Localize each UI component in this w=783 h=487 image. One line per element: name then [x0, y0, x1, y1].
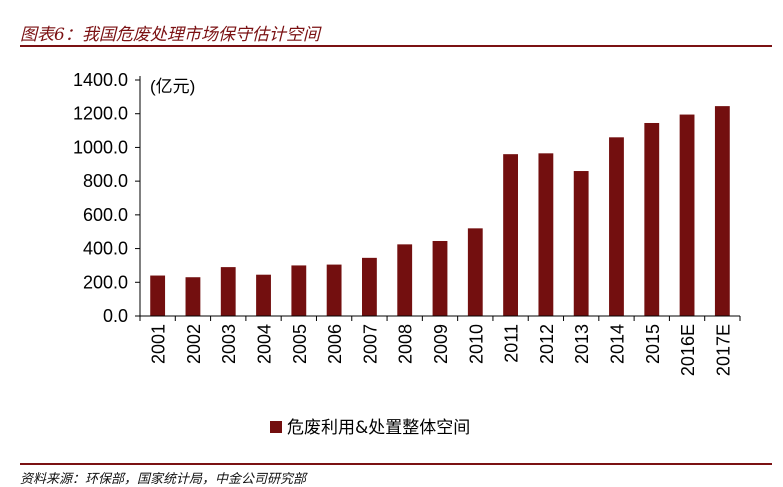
x-tick-label: 2011	[502, 324, 522, 363]
bar	[220, 267, 236, 316]
legend-label: 危废利用&处置整体空间	[287, 418, 470, 438]
unit-label: (亿元)	[150, 77, 195, 96]
bar	[467, 228, 483, 316]
x-tick-label: 2017E	[713, 324, 733, 376]
x-tick-label: 2014	[607, 324, 627, 364]
y-tick-label: 1200.0	[73, 104, 128, 124]
source-note: 资料来源：环保部，国家统计局，中金公司研究部	[20, 472, 307, 487]
bar	[362, 257, 377, 316]
x-tick-label: 2001	[149, 324, 169, 364]
bar	[256, 274, 271, 316]
x-tick-label: 2004	[255, 324, 275, 364]
bar	[185, 277, 201, 316]
x-tick-label: 2009	[431, 324, 451, 364]
legend: 危废利用&处置整体空间	[270, 418, 470, 438]
x-tick-label: 2015	[643, 324, 663, 364]
bar	[714, 106, 730, 316]
x-tick-label: 2002	[184, 324, 204, 364]
x-axis: 2001 2002 2003 2004 2005 2006 2007 2008 2009 2010…	[139, 315, 741, 376]
bar	[291, 265, 307, 316]
y-tick-label: 1000.0	[73, 137, 128, 157]
footer-divider	[20, 463, 772, 465]
bar	[644, 122, 660, 316]
x-tick-label: 2012	[537, 324, 557, 364]
x-tick-label: 2010	[466, 324, 486, 364]
bar	[326, 264, 342, 316]
bar	[679, 114, 695, 316]
x-tick-label: 2006	[325, 324, 345, 364]
x-tick-label: 2005	[290, 324, 310, 364]
x-tick-label: 2008	[396, 324, 416, 364]
bar	[503, 154, 518, 316]
y-tick-label: 0.0	[103, 306, 128, 326]
title-divider	[20, 45, 772, 47]
bar	[538, 153, 554, 316]
x-tick-label: 2016E	[678, 324, 698, 376]
legend-swatch	[270, 421, 282, 433]
y-tick-label: 600.0	[83, 205, 128, 225]
y-tick-label: 1400.0	[73, 70, 128, 90]
figure-title: 图表6：我国危废处理市场保守估计空间	[20, 25, 320, 45]
bar	[609, 137, 624, 316]
bar	[432, 240, 448, 316]
x-tick-label: 2013	[572, 324, 592, 364]
x-tick-label: 2003	[219, 324, 239, 364]
bar	[573, 171, 589, 316]
x-tick-label: 2007	[360, 324, 380, 364]
y-tick-label: 800.0	[83, 171, 128, 191]
bars-group	[150, 106, 730, 316]
y-tick-label: 400.0	[83, 239, 128, 259]
y-tick-label: 200.0	[83, 272, 128, 292]
bar	[150, 275, 166, 316]
y-axis: 0.0 200.0 400.0 600.0 800.0 1000.0 1200.0 1400.…	[73, 70, 141, 326]
bar	[397, 244, 413, 316]
